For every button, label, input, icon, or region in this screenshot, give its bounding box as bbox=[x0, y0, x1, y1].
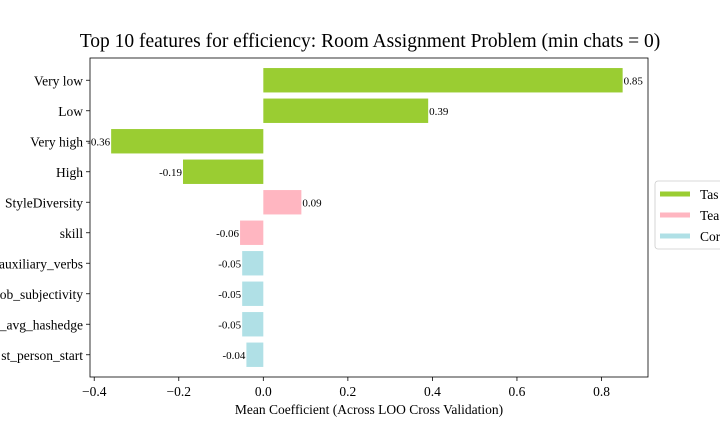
bar-1 bbox=[263, 98, 429, 123]
value-labels-group: 0.85 0.39 -0.36 -0.19 0.09 -0.06 -0.05 -0.05 -0.… bbox=[87, 75, 643, 362]
x-tick-label-2: 0.0 bbox=[255, 384, 272, 399]
x-tick-label-1: −0.2 bbox=[167, 384, 192, 399]
chart-title: Top 10 features for efficiency: Room Ass… bbox=[80, 31, 661, 52]
category-label-3: High bbox=[56, 165, 83, 180]
category-label-7: ob_subjectivity bbox=[0, 287, 83, 302]
value-label-6: -0.05 bbox=[218, 258, 241, 270]
value-label-2: -0.36 bbox=[87, 136, 110, 148]
value-label-4: 0.09 bbox=[302, 197, 322, 209]
bar-5 bbox=[240, 220, 264, 245]
category-label-5: skill bbox=[60, 226, 84, 241]
plot-frame bbox=[89, 57, 649, 378]
bar-4 bbox=[263, 190, 302, 215]
category-label-4: StyleDiversity bbox=[5, 195, 83, 210]
legend: Tas Tea Cor bbox=[654, 180, 720, 250]
value-label-8: -0.05 bbox=[218, 319, 241, 331]
category-label-2: Very high bbox=[30, 134, 83, 149]
category-label-9: st_person_start bbox=[1, 348, 83, 363]
x-tick-label-4: 0.4 bbox=[424, 384, 441, 399]
value-label-9: -0.04 bbox=[222, 350, 245, 362]
x-tick-label-6: 0.8 bbox=[593, 384, 610, 399]
legend-label-conv: Cor bbox=[700, 229, 720, 244]
bar-3 bbox=[183, 159, 264, 184]
legend-label-task: Tas bbox=[700, 187, 719, 202]
bar-9 bbox=[246, 342, 264, 367]
value-label-5: -0.06 bbox=[216, 228, 239, 240]
value-label-1: 0.39 bbox=[429, 106, 449, 118]
category-label-6: auxiliary_verbs bbox=[0, 256, 83, 271]
bar-8 bbox=[242, 312, 264, 337]
category-label-0: Very low bbox=[34, 73, 83, 88]
category-labels-group: Very low Low Very high High StyleDiversity sk… bbox=[0, 73, 90, 363]
bar-0 bbox=[263, 68, 623, 93]
x-tick-label-0: −0.4 bbox=[82, 384, 107, 399]
category-label-1: Low bbox=[58, 104, 83, 119]
bar-6 bbox=[242, 251, 264, 276]
bar-7 bbox=[242, 281, 264, 306]
x-tick-label-5: 0.6 bbox=[509, 384, 526, 399]
category-label-8: _avg_hashedge bbox=[0, 317, 83, 332]
value-label-7: -0.05 bbox=[218, 289, 241, 301]
bars-group bbox=[111, 68, 623, 367]
x-tick-label-3: 0.2 bbox=[339, 384, 356, 399]
legend-label-team: Tea bbox=[700, 208, 719, 223]
bar-2 bbox=[111, 129, 264, 154]
x-ticks-group: −0.4 −0.2 0.0 0.2 0.4 0.6 0.8 bbox=[82, 377, 610, 399]
value-label-3: -0.19 bbox=[159, 167, 182, 179]
value-label-0: 0.85 bbox=[624, 75, 644, 87]
x-axis-label: Mean Coefficient (Across LOO Cross Valid… bbox=[235, 402, 503, 417]
